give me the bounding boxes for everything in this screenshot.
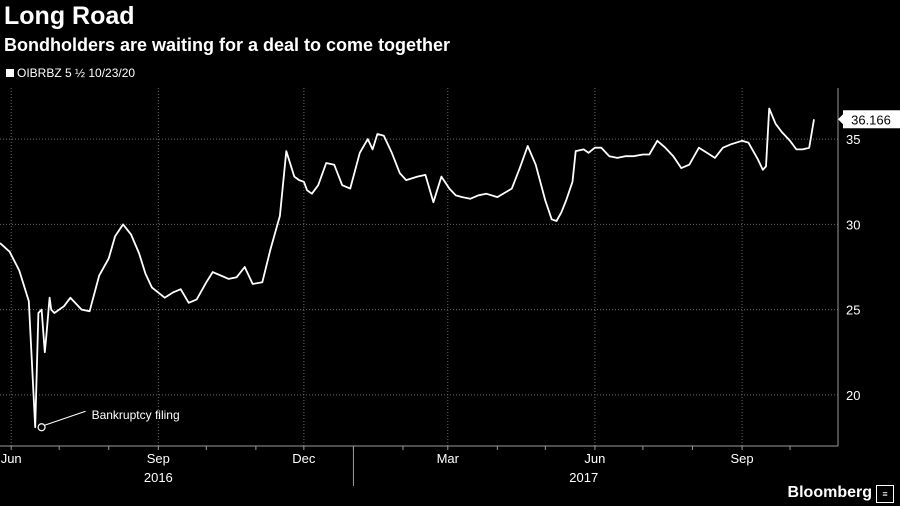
y-tick-label: 25 — [846, 303, 860, 318]
y-tick-label: 35 — [846, 132, 860, 147]
x-tick-label: Mar — [437, 451, 460, 466]
legend: OIBRBZ 5 ½ 10/23/20 — [6, 66, 135, 80]
last-value-pointer — [838, 114, 843, 125]
legend-swatch — [6, 69, 14, 77]
annotation-leader — [44, 410, 86, 426]
x-tick-label: Sep — [730, 451, 753, 466]
last-value-box — [843, 110, 900, 129]
legend-label: OIBRBZ 5 ½ 10/23/20 — [17, 66, 136, 80]
series-line — [0, 107, 815, 429]
annotation-marker — [37, 423, 46, 432]
year-label: 2016 — [144, 470, 173, 485]
last-value-label: 36.166 — [851, 112, 891, 127]
year-label: 2017 — [569, 470, 598, 485]
chart-subtitle: Bondholders are waiting for a deal to co… — [4, 35, 451, 55]
chart-title: Long Road — [4, 2, 135, 30]
x-tick-label: Jun — [584, 451, 605, 466]
bloomberg-icon: ≡ — [876, 485, 894, 503]
x-tick-label: Jun — [1, 451, 22, 466]
y-tick-label: 30 — [846, 217, 860, 232]
x-tick-label: Dec — [292, 451, 316, 466]
brand-logo: Bloomberg — [787, 484, 872, 501]
x-tick-label: Sep — [147, 451, 170, 466]
annotation-label: Bankruptcy filing — [92, 408, 180, 422]
y-tick-label: 20 — [846, 388, 860, 403]
